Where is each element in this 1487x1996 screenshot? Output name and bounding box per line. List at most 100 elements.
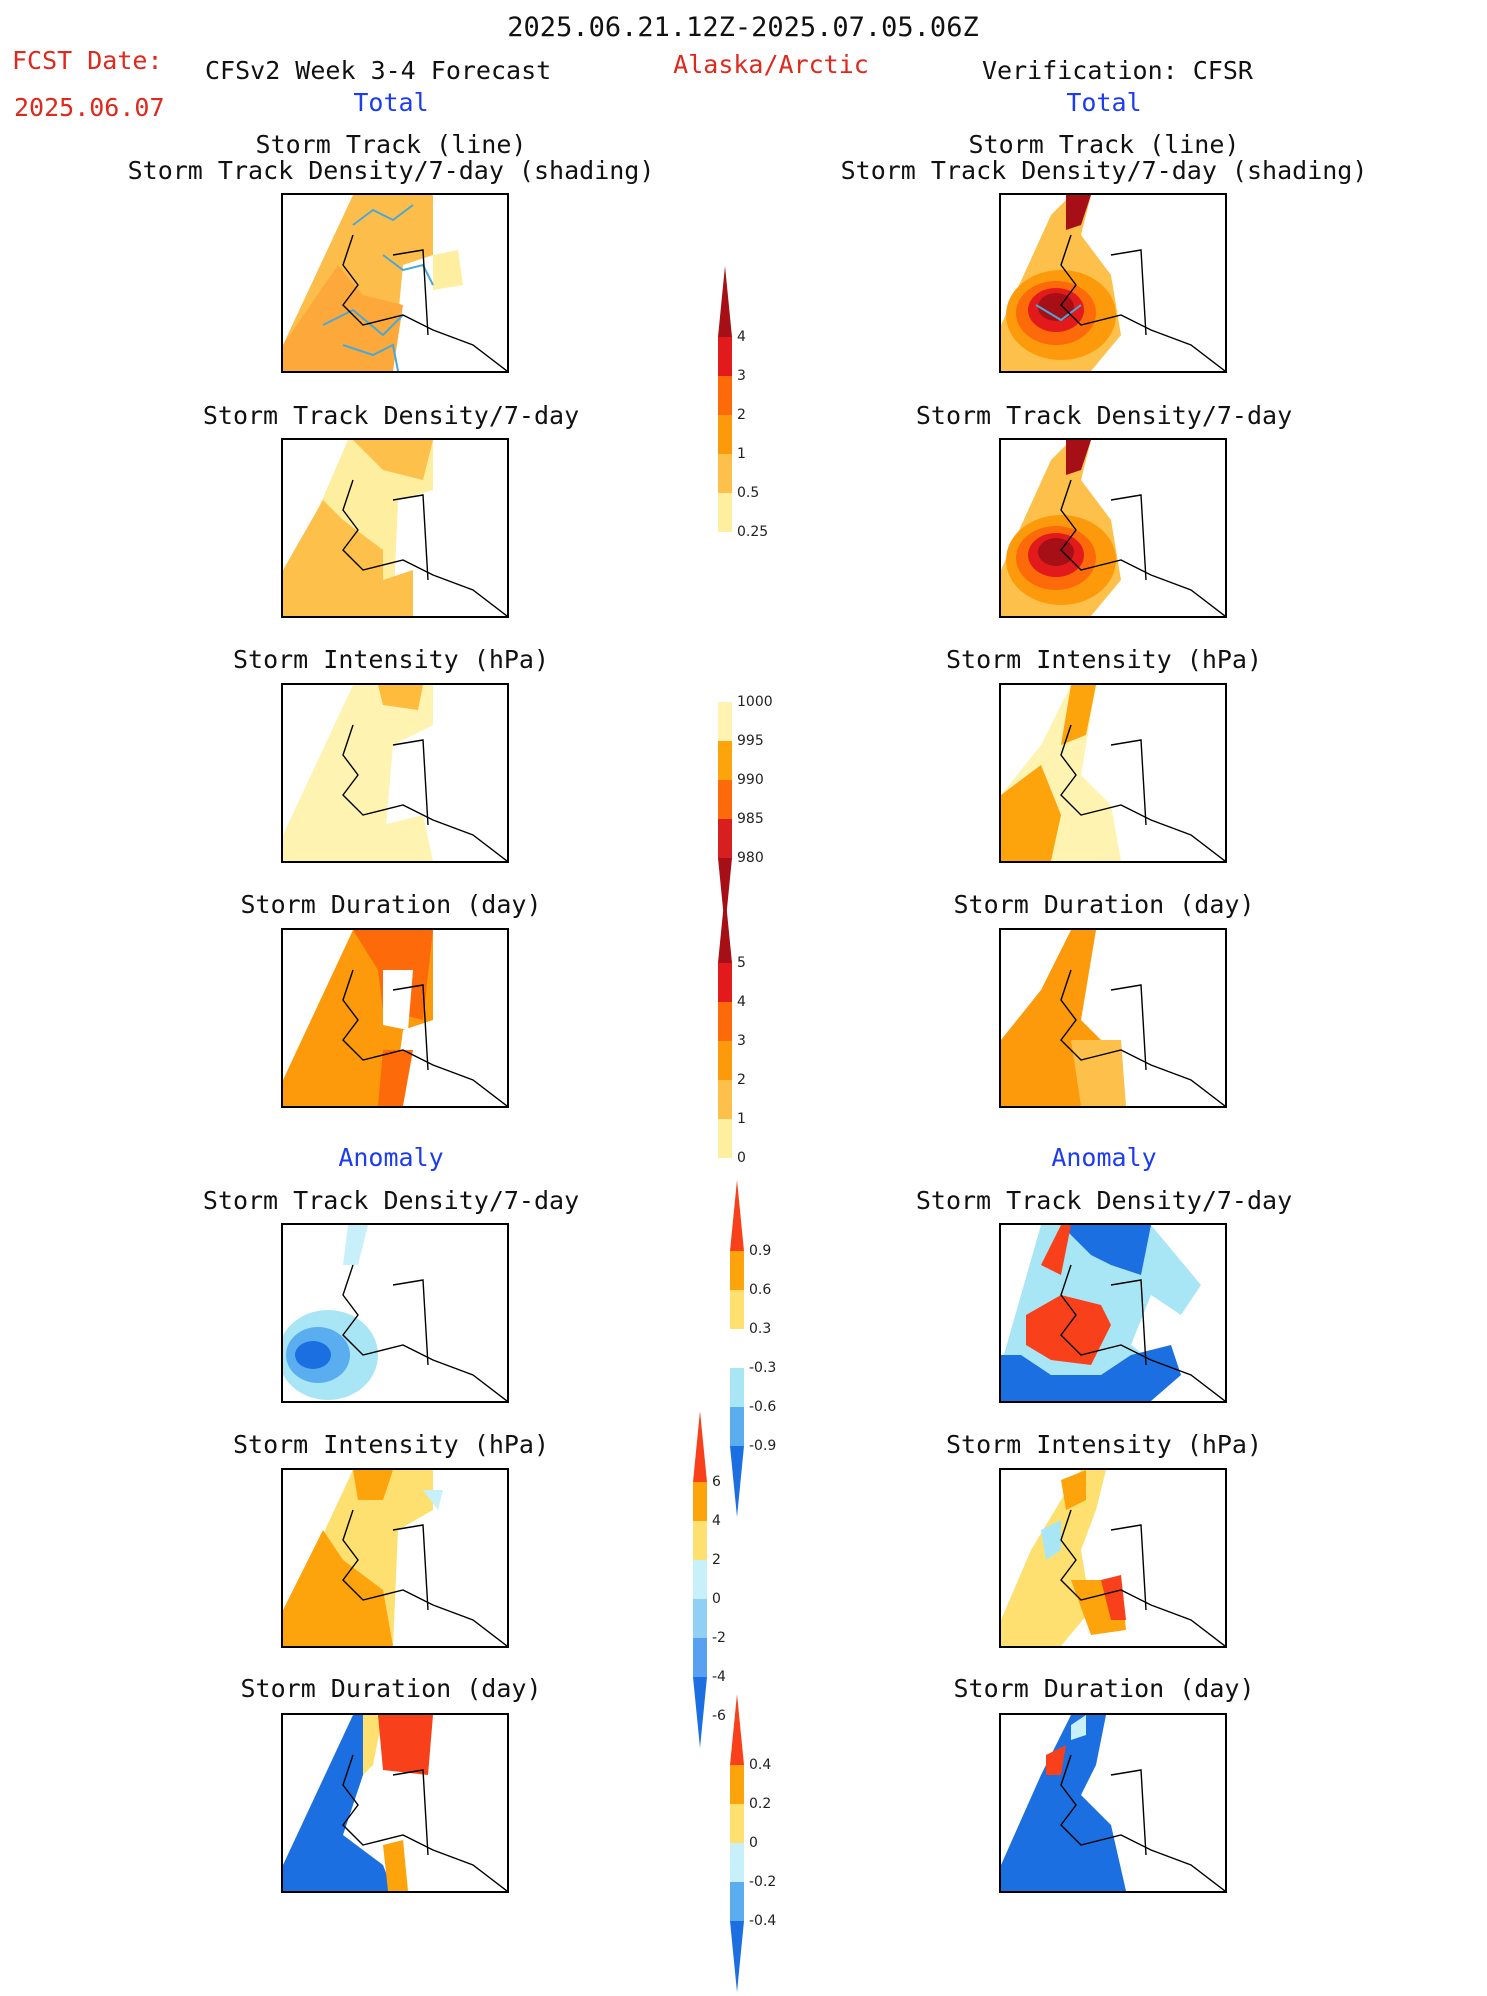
colorbar-tick-label: 2 [737,1072,746,1088]
colorbar-tick-label: -2 [712,1630,726,1646]
colorbar-tick-label: 2 [737,407,746,423]
colorbar-tick-label: 3 [737,368,746,384]
region-title: Alaska/Arctic [673,50,869,79]
colorbar-tick-label: -0.9 [749,1438,777,1454]
right-title-track-line: Storm Track (line) [968,130,1240,159]
colorbar-tick-label: 6 [712,1474,721,1490]
date-range-title: 2025.06.21.12Z-2025.07.05.06Z [507,12,979,43]
colorbar-segment [718,493,732,532]
colorbar-segment [693,1411,707,1482]
colorbar-tick-label: 2 [712,1552,721,1568]
map-right-anom-density [999,1223,1227,1403]
colorbar-tick-label: -6 [712,1708,726,1724]
left-title-track-line: Storm Track (line) [255,130,527,159]
colorbar-tick-label: 4 [712,1513,721,1529]
right-title-duration: Storm Duration (day) [953,890,1255,919]
right-title-track-density-shading: Storm Track Density/7-day (shading) [840,156,1368,185]
fcst-date-label: FCST Date: [12,46,163,75]
colorbar-tick-label: -0.4 [749,1913,777,1929]
colorbar-segment [718,702,732,741]
right-title-anom-duration: Storm Duration (day) [953,1674,1255,1703]
colorbar-tick-label: 0.3 [749,1321,772,1337]
total-label-right: Total [1066,88,1142,117]
colorbar-segment [730,1694,744,1765]
map-left-anom-intensity [281,1468,509,1648]
colorbar-segment [730,1407,744,1446]
colorbar-segment [718,819,732,858]
colorbar-segment [730,1804,744,1843]
colorbar-segment [693,1599,707,1638]
colorbar-segment [730,1290,744,1329]
colorbar-segment [730,1843,744,1882]
left-title-track-density-shading: Storm Track Density/7-day (shading) [127,156,655,185]
left-title-anom-density: Storm Track Density/7-day [202,1186,580,1215]
colorbar-tick-label: 0 [737,1150,746,1166]
map-right-track-line [999,193,1227,373]
map-left-anom-density [281,1223,509,1403]
colorbar-segment [718,1080,732,1119]
colorbar-segment [730,1368,744,1407]
colorbar-segment [718,266,732,337]
colorbar-tick-label: 1 [737,1111,746,1127]
forecast-title: CFSv2 Week 3-4 Forecast [205,56,552,85]
colorbar-tick-label: 980 [737,850,764,866]
colorbar-tick-label: 0.9 [749,1243,772,1259]
map-right-anom-intensity [999,1468,1227,1648]
colorbar-segment [718,1119,732,1158]
colorbar-tick-label: 0 [712,1591,721,1607]
map-left-anom-duration [281,1713,509,1893]
colorbar-segment [718,454,732,493]
left-title-anom-intensity: Storm Intensity (hPa) [232,1430,550,1459]
colorbar-segment [730,1180,744,1251]
fcst-date-value: 2025.06.07 [14,93,165,122]
colorbar-tick-label: 1 [737,446,746,462]
colorbar-segment [693,1482,707,1521]
colorbar-tick-label: 995 [737,733,764,749]
colorbar-tick-label: 1000 [737,694,773,710]
anomaly-label-left: Anomaly [338,1143,444,1172]
map-left-intensity [281,683,509,863]
colorbar-segment [693,1560,707,1599]
colorbar-graphic [718,892,732,1158]
colorbar-segment [718,892,732,963]
colorbar-graphic [718,266,732,532]
colorbar-tick-label: 4 [737,329,746,345]
colorbar-tick-label: 0 [749,1835,758,1851]
colorbar-segment [730,1251,744,1290]
colorbar-segment [693,1638,707,1677]
right-title-anom-intensity: Storm Intensity (hPa) [945,1430,1263,1459]
verification-title: Verification: CFSR [982,56,1253,85]
colorbar-segment [730,1765,744,1804]
colorbar-tick-label: 4 [737,994,746,1010]
colorbar-tick-label: 0.5 [737,485,760,501]
colorbar-segment [718,376,732,415]
total-label-left: Total [353,88,429,117]
left-title-anom-duration: Storm Duration (day) [240,1674,542,1703]
colorbar-segment [730,1446,744,1517]
colorbar-graphic [693,1411,707,1748]
colorbar-tick-label: 0.25 [737,524,769,540]
colorbar-graphic [730,1180,744,1517]
colorbar-tick-label: -0.2 [749,1874,777,1890]
colorbar-segment [730,1921,744,1992]
map-right-duration [999,928,1227,1108]
colorbar-tick-label: 3 [737,1033,746,1049]
map-left-track-line [281,193,509,373]
colorbar-segment [718,1041,732,1080]
right-title-intensity: Storm Intensity (hPa) [945,645,1263,674]
right-title-anom-density: Storm Track Density/7-day [915,1186,1293,1215]
colorbar-segment [730,1882,744,1921]
right-title-track-density: Storm Track Density/7-day [915,401,1293,430]
colorbar-tick-label: 990 [737,772,764,788]
anomaly-label-right: Anomaly [1051,1143,1157,1172]
colorbar-tick-label: 5 [737,955,746,971]
colorbar-graphic [730,1694,744,1992]
colorbar-tick-label: -0.6 [749,1399,777,1415]
colorbar-segment [718,780,732,819]
map-right-track-density [999,438,1227,618]
colorbar-segment [718,415,732,454]
colorbar-segment [730,1329,744,1368]
map-left-track-density [281,438,509,618]
colorbar-segment [693,1521,707,1560]
left-title-track-density: Storm Track Density/7-day [202,401,580,430]
